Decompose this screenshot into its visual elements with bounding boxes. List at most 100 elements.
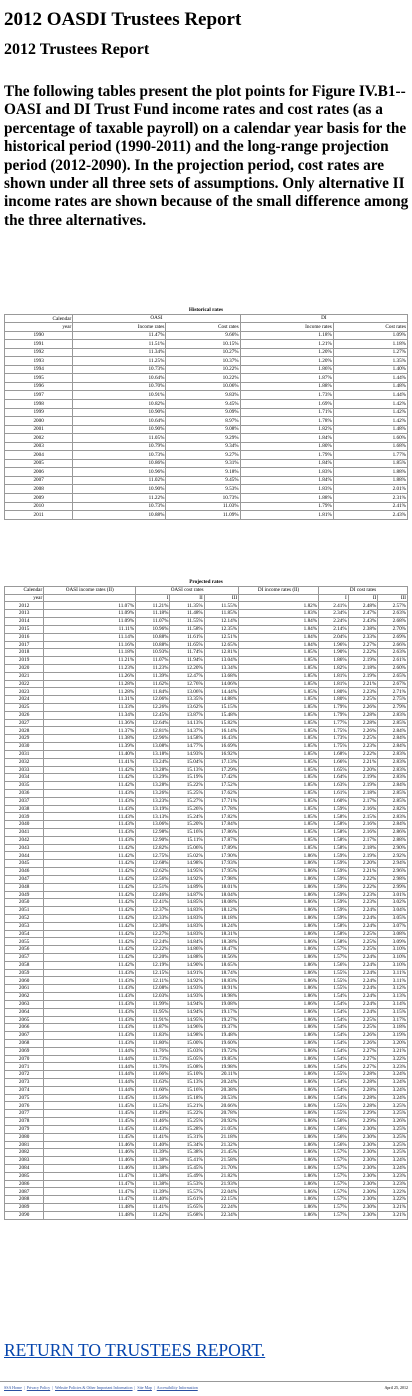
- table-row: 2082 11.46% 11.39% 15.38% 21.45% 1.86% 1.57% 2.…: [3, 1148, 408, 1158]
- rate-cell: 14.06%: [203, 679, 240, 689]
- rate-cell: 1.82%: [239, 424, 334, 435]
- rate-cell: 11.51%: [72, 339, 167, 349]
- footer-link[interactable]: Privacy Policy: [26, 1385, 51, 1390]
- footer-links: SSA Home | Privacy Policy | Website Policies…: [4, 1385, 200, 1390]
- rate-cell: 17.84%: [203, 820, 240, 829]
- table-row: 2036 11.43% 13.26% 15.25% 17.62% 1.85% 1.61% 2.…: [3, 788, 408, 798]
- table-row: 1999 10.90% 9.09% 1.71% 1.42%: [3, 407, 409, 418]
- rate-cell: 21.82%: [203, 1171, 240, 1181]
- rate-cell: 1.57%: [318, 953, 349, 962]
- table-row: 2047 11.42% 12.56% 14.92% 17.98% 1.86% 1.59% 2.…: [3, 874, 408, 884]
- rate-cell: 10.73%: [72, 364, 167, 375]
- rate-cell: 2.29%: [347, 1109, 379, 1119]
- rate-cell: 1.18%: [332, 339, 409, 349]
- year-cell: 2051: [3, 906, 45, 915]
- rate-cell: 2.24%: [347, 921, 379, 931]
- year-cell: 2054: [3, 929, 45, 939]
- rate-cell: 2.30%: [347, 1148, 379, 1158]
- rate-cell: 2.16%: [347, 804, 379, 814]
- rate-cell: 14.90%: [169, 960, 205, 970]
- rate-cell: 2.20%: [347, 859, 379, 869]
- rate-cell: 2.79%: [377, 703, 408, 712]
- rate-cell: 11.16%: [43, 640, 137, 650]
- rate-cell: 1.86%: [238, 1054, 320, 1064]
- rate-cell: 11.66%: [135, 1070, 171, 1079]
- col-header-calendar: Calendar: [3, 585, 45, 595]
- rate-cell: 1.55%: [318, 984, 349, 994]
- year-cell: 2089: [3, 1203, 45, 1212]
- rate-cell: 11.48%: [43, 1210, 137, 1220]
- rate-cell: 15.31%: [169, 1132, 205, 1142]
- rate-cell: 2.84%: [377, 726, 408, 736]
- rate-cell: 11.61%: [169, 632, 205, 642]
- rate-cell: 11.42%: [43, 913, 137, 923]
- rate-cell: 2.24%: [347, 976, 379, 986]
- rate-cell: 13.19%: [135, 804, 171, 814]
- rate-cell: 2.24%: [347, 984, 379, 994]
- rate-cell: 12.20%: [169, 663, 205, 673]
- table-row: 2058 11.42% 12.19% 14.90% 18.65% 1.86% 1.56% 2.…: [3, 960, 408, 970]
- rate-cell: 1.57%: [318, 1210, 349, 1220]
- year-cell: 2061: [3, 984, 45, 994]
- rate-cell: 1.81%: [318, 671, 349, 681]
- rate-cell: 1.86%: [238, 1046, 320, 1056]
- year-cell: 2047: [3, 874, 45, 884]
- table-row: 2043 11.42% 12.82% 15.06% 17.89% 1.85% 1.58% 2.…: [3, 843, 408, 853]
- rate-cell: 12.64%: [135, 718, 171, 728]
- footer-link[interactable]: Accessibility Information: [156, 1385, 198, 1390]
- rate-cell: 14.83%: [169, 921, 205, 931]
- rate-cell: 14.83%: [169, 906, 205, 915]
- rate-cell: 11.47%: [43, 1187, 137, 1197]
- year-cell: 2036: [3, 788, 45, 798]
- rate-cell: 1.58%: [318, 921, 349, 931]
- rate-cell: 11.28%: [43, 687, 137, 697]
- rate-cell: 2.83%: [377, 765, 408, 775]
- rate-cell: 15.06%: [169, 843, 205, 853]
- rate-cell: 12.19%: [135, 960, 171, 970]
- rate-cell: 3.05%: [377, 913, 408, 923]
- rate-cell: 15.48%: [203, 710, 240, 720]
- rate-cell: 21.32%: [203, 1140, 240, 1150]
- footer-link[interactable]: SSA Home: [4, 1385, 22, 1390]
- rate-cell: 11.85%: [203, 609, 240, 619]
- rate-cell: 1.56%: [318, 1140, 349, 1150]
- rate-cell: 11.99%: [135, 999, 171, 1009]
- rate-cell: 10.22%: [165, 364, 241, 375]
- footer-link[interactable]: Website Policies & Other Important Infor…: [54, 1385, 133, 1390]
- return-to-report-link[interactable]: RETURN TO TRUSTEES REPORT.: [4, 1340, 266, 1360]
- year-cell: 2078: [3, 1117, 45, 1126]
- rate-cell: 11.94%: [169, 656, 205, 665]
- col-header-year: year: [3, 593, 45, 603]
- col-header-di-alt-ii: II: [347, 593, 379, 603]
- rate-cell: 2.29%: [347, 1117, 379, 1126]
- rate-cell: 2.33%: [347, 632, 379, 642]
- rate-cell: 11.43%: [43, 788, 137, 798]
- footer-link[interactable]: Site Map: [137, 1385, 152, 1390]
- rate-cell: 2.30%: [347, 1203, 379, 1212]
- rate-cell: 13.62%: [169, 703, 205, 712]
- rate-cell: 15.61%: [169, 1195, 205, 1204]
- rate-cell: 17.98%: [203, 874, 240, 884]
- rate-cell: 15.08%: [169, 1062, 205, 1072]
- rate-cell: 1.54%: [318, 992, 349, 1001]
- year-cell: 2030: [3, 742, 45, 751]
- year-cell: 2014: [3, 617, 45, 626]
- col-header-oasi: OASI: [72, 313, 241, 324]
- rate-cell: 10.88%: [135, 640, 171, 650]
- rate-cell: 18.83%: [203, 976, 240, 986]
- rate-cell: 21.58%: [203, 1156, 240, 1165]
- rate-cell: 1.86%: [238, 882, 320, 892]
- rate-cell: 1.86%: [238, 976, 320, 986]
- rate-cell: 1.84%: [238, 640, 320, 650]
- rate-cell: 12.37%: [135, 906, 171, 915]
- rate-cell: 1.85%: [238, 679, 320, 689]
- rate-cell: 18.08%: [203, 898, 240, 908]
- rate-cell: 14.37%: [169, 726, 205, 736]
- table-row: 2065 11.43% 11.91% 14.95% 19.27% 1.86% 1.54% 2.…: [3, 1015, 408, 1025]
- table-row: 2006 10.96% 9.18% 1.83% 1.88%: [3, 467, 409, 477]
- year-cell: 2080: [3, 1132, 45, 1142]
- rate-cell: 1.86%: [238, 1179, 320, 1189]
- rate-cell: 12.46%: [135, 890, 171, 900]
- rate-cell: 1.57%: [318, 1187, 349, 1197]
- table-row: 2052 11.42% 12.33% 14.83% 18.18% 1.86% 1.59% 2.…: [3, 913, 408, 923]
